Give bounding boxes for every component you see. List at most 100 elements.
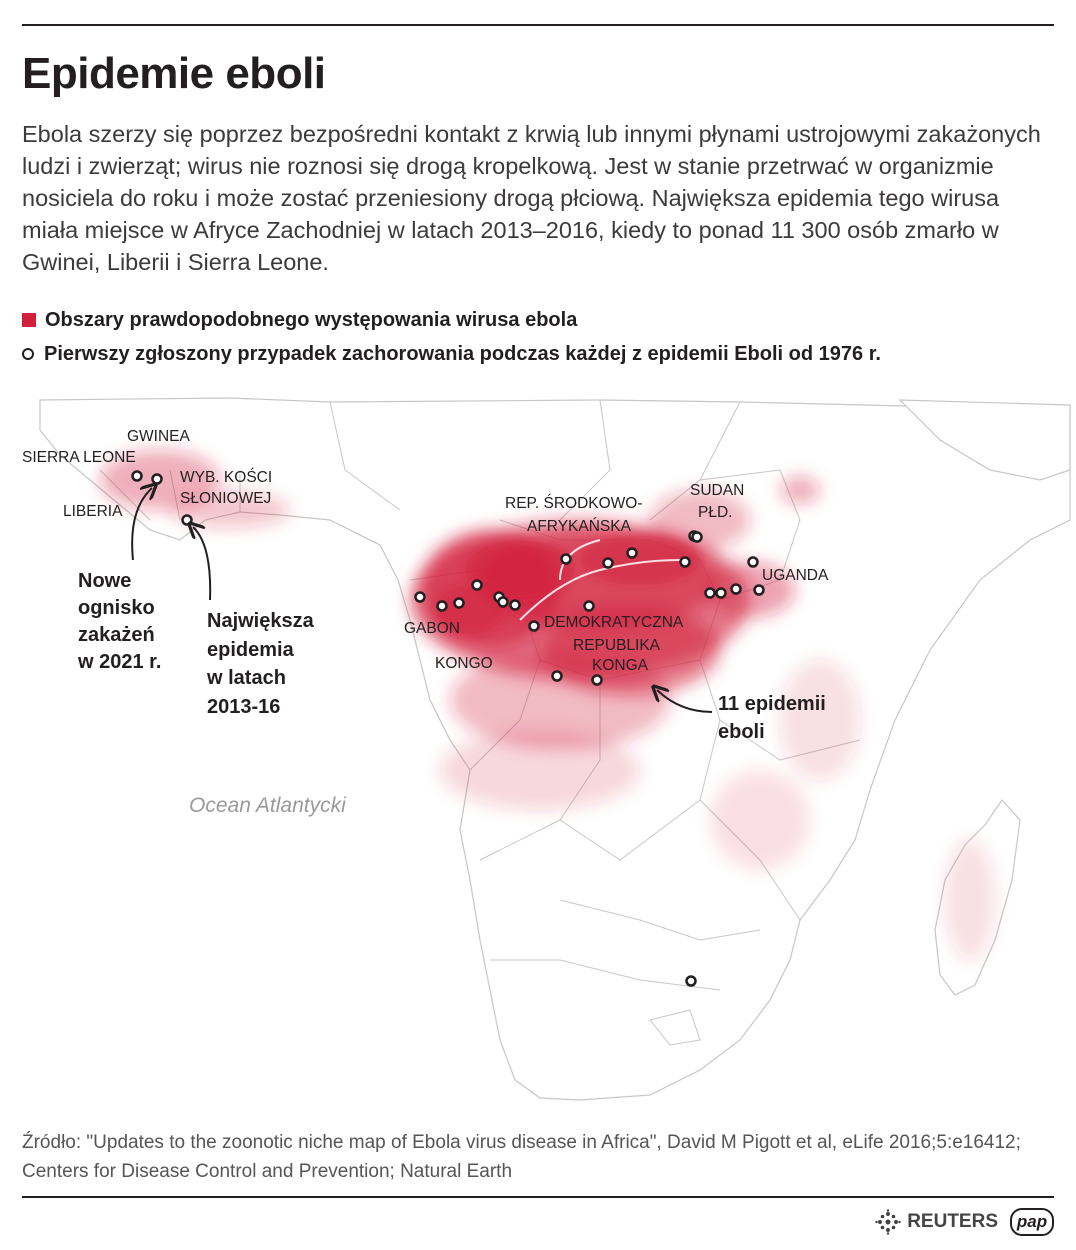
label-liberia: LIBERIA — [63, 503, 123, 520]
border-line — [699, 469, 801, 521]
arrow-largest — [193, 527, 212, 601]
annotation-line: 2013-16 — [207, 696, 280, 718]
risk-area — [780, 660, 860, 780]
risk-area — [170, 492, 290, 528]
ocean-label: Ocean Atlantycki — [189, 794, 347, 817]
risk-area — [450, 650, 670, 750]
annotation-arrows — [131, 488, 713, 713]
label-kongo: KONGO — [435, 655, 493, 672]
outbreak-point — [730, 583, 742, 595]
outbreak-point — [591, 674, 603, 686]
outbreak-point — [453, 597, 465, 609]
outbreak-point — [528, 620, 540, 632]
page-title: Epidemie eboli — [22, 49, 326, 98]
label-gwinea: GWINEA — [127, 428, 191, 445]
bottom-rule — [22, 1196, 1054, 1198]
annotation-line: 11 epidemii — [718, 693, 826, 715]
border-line — [490, 959, 721, 991]
label-gabon: GABON — [404, 620, 460, 637]
legend-first-case-label: Pierwszy zgłoszony przypadek zachorowani… — [44, 343, 881, 365]
outbreak-point — [131, 470, 143, 482]
legend-item-first-case: Pierwszy zgłoszony przypadek zachorowani… — [22, 341, 881, 367]
outbreak-point — [509, 599, 521, 611]
outbreak-point — [181, 514, 193, 526]
annotation-line: w 2021 r. — [77, 651, 161, 673]
outbreak-point — [685, 975, 697, 987]
annotation-eleven: 11 epidemii eboli — [718, 693, 826, 743]
legend-item-risk-area: Obszary prawdopodobnego występowania wir… — [22, 307, 577, 333]
annotation-new-outbreak: Nowe ognisko zakażeń w 2021 r. — [77, 570, 161, 673]
annotation-line: Największa — [207, 610, 315, 632]
annotation-line: ognisko — [78, 597, 155, 619]
outbreak-point — [602, 557, 614, 569]
border-line — [559, 399, 611, 521]
label-south-sudan-1: SUDAN — [690, 482, 744, 499]
annotation-line: epidemia — [207, 639, 295, 661]
outbreak-point — [436, 600, 448, 612]
source-note: Źródło: "Updates to the zoonotic niche m… — [22, 1132, 1021, 1182]
annotation-largest: Największa epidemia w latach 2013-16 — [206, 610, 315, 718]
label-drc-3: KONGA — [592, 657, 649, 674]
arrow-new-outbreak — [131, 488, 152, 561]
annotation-line: zakażeń — [78, 624, 155, 646]
label-car-2: AFRYKAŃSKA — [527, 518, 632, 535]
arabian-landmass — [898, 399, 1071, 481]
label-drc-2: REPUBLIKA — [573, 637, 661, 654]
outbreak-point — [551, 670, 563, 682]
border-line — [559, 899, 761, 941]
risk-core — [435, 585, 505, 635]
outbreak-point — [583, 600, 595, 612]
label-uganda: UGANDA — [762, 567, 829, 584]
border-line — [649, 1009, 701, 1046]
label-sierra-leone: SIERRA LEONE — [22, 449, 136, 466]
risk-density-layer — [100, 450, 995, 960]
country-labels: GWINEA SIERRA LEONE LIBERIA WYB. KOŚCI S… — [22, 428, 829, 674]
label-drc-1: DEMOKRATYCZNA — [544, 614, 684, 631]
outbreak-point — [414, 591, 426, 603]
annotation-line: eboli — [718, 721, 765, 743]
annotation-line: Nowe — [78, 570, 131, 592]
legend-risk-area-label: Obszary prawdopodobnego występowania wir… — [45, 309, 578, 331]
border-line — [559, 799, 701, 861]
outbreak-point — [747, 556, 759, 568]
outbreak-point — [471, 579, 483, 591]
pap-wordmark: pap — [1016, 1212, 1048, 1231]
outbreak-point — [691, 531, 703, 543]
risk-core — [465, 540, 575, 600]
outbreak-point — [753, 584, 765, 596]
reuters-dot-mark-icon — [875, 1209, 901, 1235]
risk-core — [580, 535, 700, 585]
label-ivory-coast-2: SŁONIOWEJ — [180, 490, 271, 507]
risk-area-swatch-icon — [22, 313, 36, 327]
credits: REUTERS pap — [875, 1208, 1054, 1236]
outbreak-point — [497, 596, 509, 608]
risk-area — [440, 730, 640, 810]
outbreak-point — [679, 556, 691, 568]
arrow-eleven — [657, 690, 713, 713]
congo-river — [519, 559, 681, 621]
outbreak-points — [131, 470, 765, 987]
intro-text: Ebola szerzy się poprzez bezpośredni kon… — [22, 121, 1041, 275]
africa-map: GWINEA SIERRA LEONE LIBERIA WYB. KOŚCI S… — [22, 397, 1071, 1101]
label-south-sudan-2: PŁD. — [698, 504, 732, 521]
risk-area — [710, 770, 810, 870]
outbreak-ring-icon — [22, 348, 34, 360]
pap-logo: pap — [1010, 1208, 1054, 1236]
risk-core-layer — [435, 535, 700, 635]
annotation-line: w latach — [206, 667, 286, 689]
label-ivory-coast-1: WYB. KOŚCI — [180, 468, 272, 486]
risk-area — [650, 490, 750, 550]
top-rule — [22, 24, 1054, 26]
outbreak-point — [626, 547, 638, 559]
risk-area — [945, 840, 995, 960]
risk-area — [705, 562, 795, 618]
outbreak-point — [560, 553, 572, 565]
risk-area — [780, 476, 820, 504]
outbreak-point — [715, 587, 727, 599]
outbreak-point — [704, 587, 716, 599]
label-car-1: REP. ŚRODKOWO- — [505, 494, 643, 512]
reuters-logo: REUTERS — [875, 1209, 998, 1235]
outbreak-point — [151, 473, 163, 485]
border-line — [329, 401, 401, 511]
reuters-wordmark: REUTERS — [907, 1211, 998, 1232]
